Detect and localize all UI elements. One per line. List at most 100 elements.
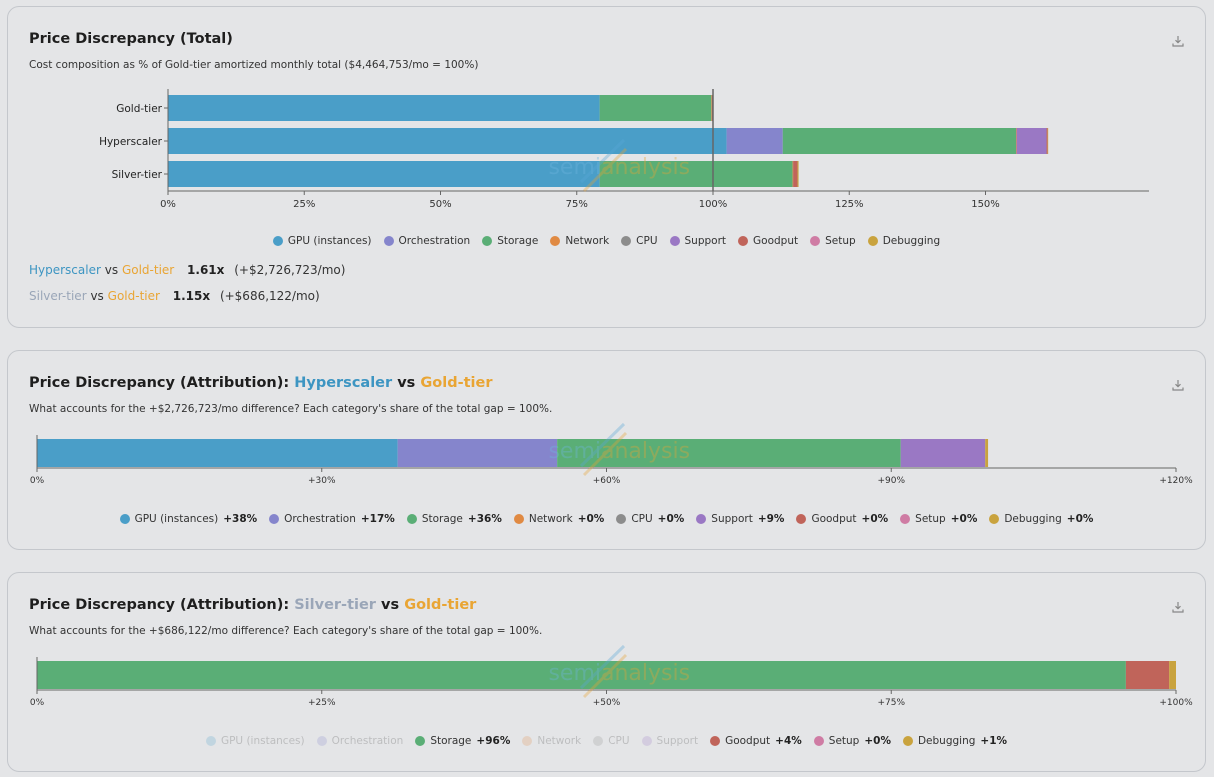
legend-item-gpu-instances[interactable]: GPU (instances)	[272, 235, 372, 247]
bar-goodput[interactable]	[1125, 661, 1170, 689]
legend-swatch	[621, 236, 632, 246]
legend-value: +0%	[864, 735, 891, 747]
x-tick-label: 0%	[30, 698, 45, 708]
legend-swatch	[669, 236, 680, 246]
legend-value: +1%	[980, 735, 1008, 747]
legend-item-goodput[interactable]: Goodput	[738, 235, 798, 247]
legend-item-storage[interactable]: Storage +96%	[415, 735, 510, 747]
legend-label: Goodput	[753, 235, 799, 247]
bar-hyperscaler-goodput[interactable]	[1046, 128, 1048, 154]
total-subtitle: Cost composition as % of Gold-tier amort…	[29, 59, 479, 71]
legend-item-goodput[interactable]: Goodput +4%	[710, 735, 802, 747]
bar-hyperscaler-gpu-instances[interactable]	[168, 128, 727, 154]
legend-value: +0%	[577, 513, 605, 525]
legend-value: +9%	[757, 513, 785, 525]
legend-swatch	[593, 736, 604, 746]
attribution-hyperscaler-legend: GPU (instances) +38% Orchestration +17% Stor…	[8, 513, 1205, 525]
legend-label: GPU (instances)	[134, 513, 219, 525]
download-icon[interactable]	[1171, 34, 1185, 48]
comparison-a: Silver-tier	[29, 289, 87, 303]
legend-label: Network	[528, 513, 573, 525]
bar-gold-tier-storage[interactable]	[599, 95, 712, 121]
legend-label: CPU	[636, 235, 658, 247]
legend-item-setup[interactable]: Setup +0%	[900, 513, 977, 525]
title-prefix: Price Discrepancy (Attribution):	[29, 375, 290, 391]
title-prefix: Price Discrepancy (Attribution):	[29, 597, 290, 613]
legend-label: CPU	[631, 513, 653, 525]
download-icon[interactable]	[1171, 378, 1185, 392]
bar-silver-tier-network[interactable]	[792, 161, 794, 187]
legend-label: Debugging	[882, 235, 941, 247]
bar-hyperscaler-debugging[interactable]	[1047, 128, 1049, 154]
bar-gpu-instances[interactable]	[37, 439, 398, 467]
watermark: semi analysis	[548, 644, 690, 699]
comparison-b: Gold-tier	[121, 263, 175, 277]
legend-item-debugging[interactable]: Debugging +0%	[989, 513, 1093, 525]
legend-swatch	[989, 514, 1000, 524]
x-tick-label: +30%	[308, 476, 336, 486]
comparison-ratio: 1.15x	[172, 289, 211, 303]
download-icon[interactable]	[1171, 600, 1185, 614]
bar-storage[interactable]	[557, 439, 901, 467]
legend-item-orchestration[interactable]: Orchestration +17%	[269, 513, 395, 525]
legend-item-debugging[interactable]: Debugging +1%	[902, 735, 1008, 747]
bar-storage[interactable]	[37, 661, 1126, 689]
comparison-hyperscaler: Hyperscaler vs Gold-tier 1.61x (+$2,726,…	[29, 263, 345, 277]
legend-item-storage[interactable]: Storage +36%	[406, 513, 502, 525]
legend-item-support[interactable]: Support +9%	[696, 513, 784, 525]
legend-swatch	[272, 236, 283, 246]
bar-debugging[interactable]	[1169, 661, 1176, 689]
legend-swatch	[205, 736, 216, 746]
bar-silver-tier-goodput[interactable]	[793, 161, 798, 187]
legend-swatch	[616, 514, 627, 524]
comparison-a: Hyperscaler	[29, 263, 101, 277]
legend-item-network[interactable]: Network	[522, 735, 581, 747]
bar-hyperscaler-orchestration[interactable]	[726, 128, 783, 154]
bar-gold-tier-network[interactable]	[711, 95, 712, 121]
legend-item-orchestration[interactable]: Orchestration	[383, 235, 470, 247]
bar-debugging[interactable]	[985, 439, 989, 467]
legend-label: Storage	[421, 513, 463, 525]
legend-item-network[interactable]: Network	[550, 235, 609, 247]
x-tick-label: +50%	[593, 698, 621, 708]
legend-item-cpu[interactable]: CPU	[593, 735, 630, 747]
title-a: Hyperscaler	[294, 375, 393, 391]
x-tick-label: 0%	[30, 476, 45, 486]
legend-item-support[interactable]: Support	[669, 235, 727, 247]
legend-item-debugging[interactable]: Debugging	[867, 235, 941, 247]
legend-swatch	[710, 736, 721, 746]
attribution-hyperscaler-card: Price Discrepancy (Attribution): Hypersc…	[7, 350, 1206, 550]
x-tick-label: 150%	[971, 199, 1000, 210]
legend-item-cpu[interactable]: CPU +0%	[616, 513, 684, 525]
legend-item-cpu[interactable]: CPU	[621, 235, 658, 247]
legend-label: Support	[684, 235, 727, 247]
attribution-hyperscaler-chart: 0% +30% +60% +90% +120% semi analysis	[30, 422, 1193, 486]
comparison-b: Gold-tier	[107, 289, 160, 303]
legend-label: Setup	[825, 235, 856, 247]
bar-hyperscaler-network[interactable]	[1016, 128, 1017, 154]
attribution-silver-subtitle: What accounts for the +$686,122/mo diffe…	[29, 625, 543, 637]
watermark-right: analysis	[601, 439, 690, 464]
legend-item-support[interactable]: Support	[641, 735, 698, 747]
legend-item-setup[interactable]: Setup +0%	[813, 735, 891, 747]
legend-item-network[interactable]: Network +0%	[513, 513, 605, 525]
bar-hyperscaler-storage[interactable]	[782, 128, 1017, 154]
legend-label: Goodput	[811, 513, 857, 525]
legend-item-gpu-instances[interactable]: GPU (instances)	[205, 735, 305, 747]
legend-item-setup[interactable]: Setup	[810, 235, 856, 247]
x-tick-label: 75%	[566, 199, 588, 210]
attribution-silver-card: Price Discrepancy (Attribution): Silver-…	[7, 572, 1206, 772]
bar-support[interactable]	[900, 439, 986, 467]
bar-silver-tier-gpu-instances[interactable]	[168, 161, 600, 187]
legend-item-goodput[interactable]: Goodput +0%	[796, 513, 888, 525]
legend-value: +0%	[950, 513, 978, 525]
bar-hyperscaler-support[interactable]	[1016, 128, 1047, 154]
attribution-silver-chart: 0% +25% +50% +75% +100% semi analysis	[30, 644, 1193, 708]
legend-item-gpu-instances[interactable]: GPU (instances) +38%	[119, 513, 257, 525]
bar-silver-tier-storage[interactable]	[599, 161, 793, 187]
legend-item-storage[interactable]: Storage	[482, 235, 538, 247]
legend-item-orchestration[interactable]: Orchestration	[316, 735, 403, 747]
bar-orchestration[interactable]	[397, 439, 558, 467]
bar-gold-tier-gpu-instances[interactable]	[168, 95, 600, 121]
bar-silver-tier-debugging[interactable]	[797, 161, 799, 187]
